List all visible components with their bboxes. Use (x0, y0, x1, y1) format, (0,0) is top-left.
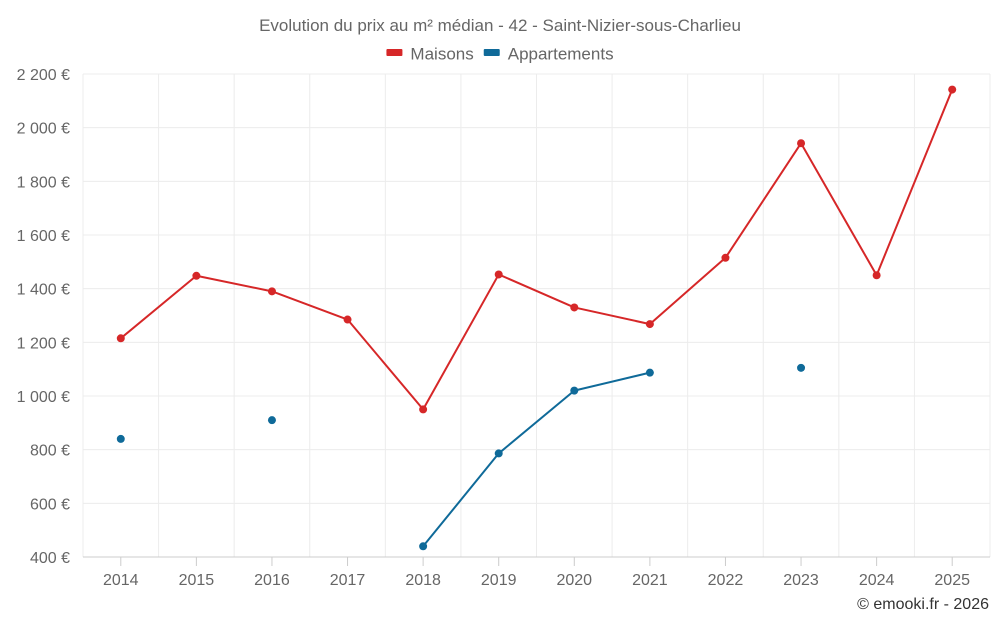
x-tick-label: 2020 (556, 572, 592, 589)
series-line-segment (422, 452, 500, 548)
data-point[interactable] (645, 320, 654, 329)
data-point[interactable] (343, 315, 352, 324)
legend-item-maisons[interactable]: Maisons (386, 44, 474, 63)
x-tick-label: 2014 (103, 572, 139, 589)
data-point[interactable] (797, 139, 806, 148)
series-line-segment (497, 273, 576, 309)
series-line-segment (875, 88, 954, 277)
data-point[interactable] (797, 363, 806, 372)
data-point[interactable] (192, 271, 201, 280)
data-point[interactable] (267, 287, 276, 296)
y-tick-label: 1 800 € (17, 174, 70, 191)
data-point[interactable] (570, 386, 579, 395)
x-tick-label: 2016 (254, 572, 290, 589)
series-layer (116, 85, 957, 551)
series-line-segment (573, 306, 651, 326)
y-tick-label: 2 200 € (17, 67, 70, 84)
data-point[interactable] (419, 542, 428, 551)
y-tick-label: 800 € (30, 443, 70, 460)
y-tick-label: 2 000 € (17, 121, 70, 138)
legend-label: Appartements (508, 44, 614, 63)
chart-title: Evolution du prix au m² médian - 42 - Sa… (259, 16, 741, 35)
data-point[interactable] (494, 449, 503, 458)
legend[interactable]: Maisons Appartements (386, 44, 614, 63)
series-line-segment (573, 371, 651, 392)
data-point[interactable] (116, 434, 125, 443)
x-tick-label: 2022 (708, 572, 744, 589)
gridlines (82, 73, 991, 557)
legend-swatch (483, 49, 500, 56)
x-tick-label: 2015 (179, 572, 215, 589)
series-line-segment (422, 273, 500, 411)
y-tick-label: 1 200 € (17, 335, 70, 352)
data-point[interactable] (419, 405, 428, 414)
data-point[interactable] (948, 85, 957, 94)
legend-label: Maisons (410, 44, 473, 63)
x-tick-label: 2018 (405, 572, 441, 589)
y-tick-label: 1 600 € (17, 228, 70, 245)
x-tick-label: 2021 (632, 572, 668, 589)
series-line-segment (648, 256, 727, 326)
series-line-segment (346, 318, 425, 411)
x-tick-label: 2025 (934, 572, 970, 589)
y-tick-label: 1 400 € (17, 282, 70, 299)
x-tick-label: 2024 (859, 572, 895, 589)
series-line-segment (195, 274, 273, 293)
data-point[interactable] (267, 416, 276, 425)
credit-text[interactable]: © emooki.fr - 2026 (857, 596, 989, 613)
series-line-segment (497, 389, 576, 455)
series-line-segment (800, 142, 878, 277)
x-tick-label: 2023 (783, 572, 819, 589)
series-maisons (116, 85, 957, 414)
y-tick-label: 600 € (30, 496, 70, 513)
y-tick-label: 400 € (30, 550, 70, 567)
data-point[interactable] (570, 303, 579, 312)
series-appartements (116, 363, 806, 551)
y-tick-label: 1 000 € (17, 389, 70, 406)
x-tick-label: 2017 (330, 572, 366, 589)
series-line-segment (270, 290, 349, 321)
data-point[interactable] (872, 271, 881, 280)
legend-item-appartements[interactable]: Appartements (483, 44, 614, 63)
series-line-segment (724, 142, 803, 259)
x-tick-label: 2019 (481, 572, 517, 589)
data-point[interactable] (116, 334, 125, 343)
data-point[interactable] (721, 253, 730, 262)
data-point[interactable] (494, 270, 503, 279)
axes: 400 € 600 € 800 € 1 000 € 1 200 € 1 400 € 1 60… (17, 67, 990, 589)
data-point[interactable] (645, 368, 654, 377)
legend-swatch (386, 49, 403, 56)
series-line-segment (119, 274, 198, 340)
